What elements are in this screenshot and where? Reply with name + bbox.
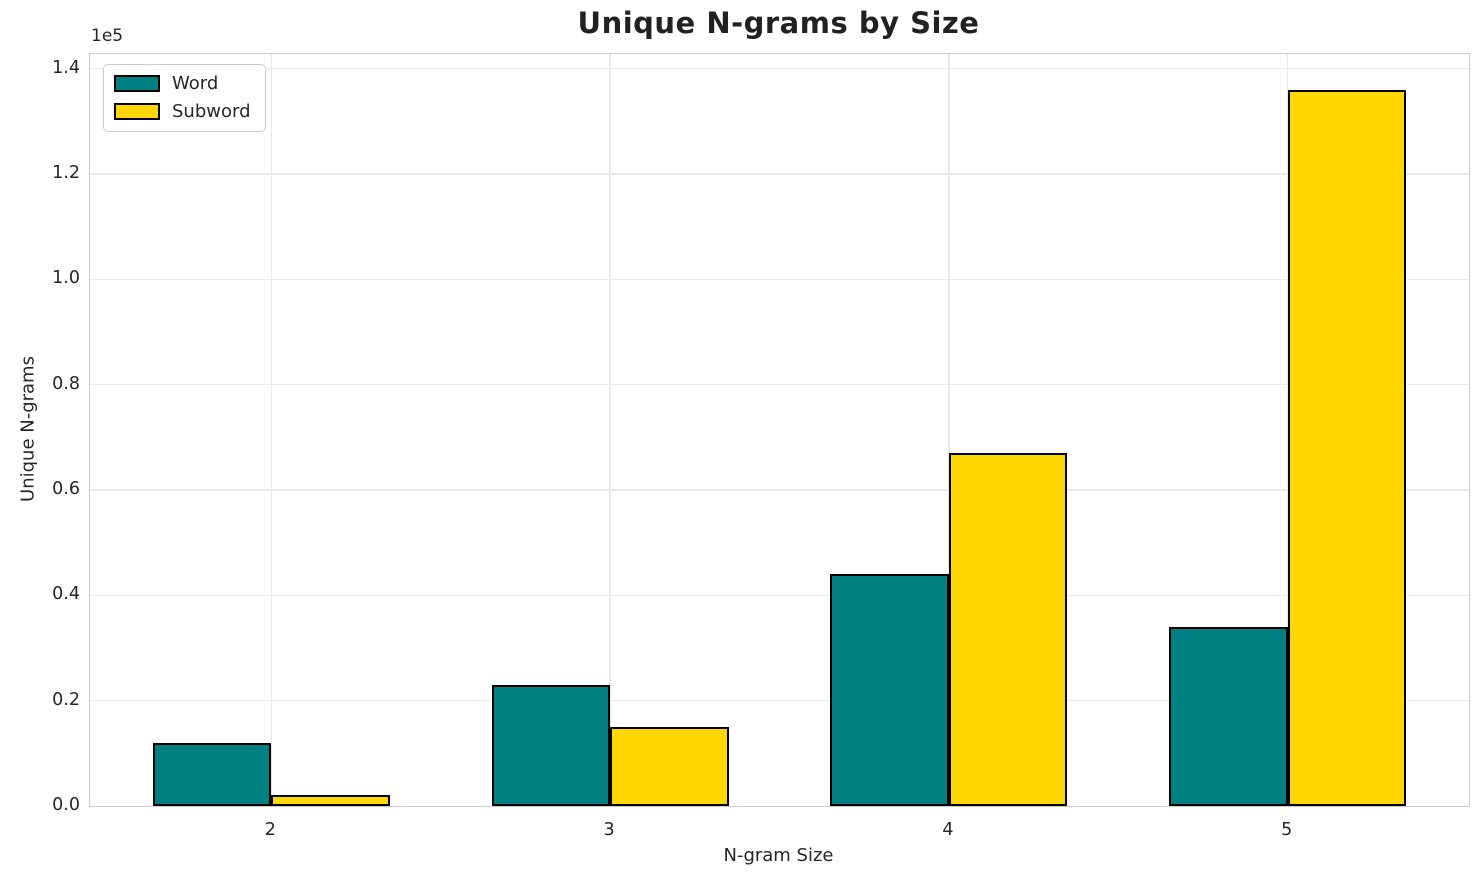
plot-area: Word Subword [89,53,1470,807]
bar-subword-ngram-4 [948,453,1068,806]
y-tick-label: 0.8 [52,373,80,394]
legend-label: Subword [172,100,251,122]
y-gridline [90,384,1469,386]
y-tick-label: 0.0 [52,795,80,815]
y-gridline [90,489,1469,491]
y-tick-label: 0.6 [52,479,80,500]
y-axis-label: Unique N-grams [17,356,39,502]
x-gridline [1287,54,1289,806]
y-tick-label: 1.0 [52,268,80,289]
x-tick-label: 5 [1281,820,1293,840]
chart-title: Unique N-grams by Size [577,6,980,40]
bar-subword-ngram-2 [271,795,390,806]
x-axis-label: N-gram Size [723,845,834,866]
legend-item-subword: Subword [114,100,251,122]
bar-word-ngram-4 [830,574,949,806]
y-gridline [90,68,1469,70]
y-gridline [90,699,1469,702]
x-tick-label: 4 [942,820,954,840]
legend-item-word: Word [114,74,251,94]
y-tick-label: 0.4 [52,584,80,605]
x-tick-label: 3 [603,820,615,840]
bar-subword-ngram-3 [610,727,729,806]
legend-swatch-word [114,75,160,93]
bar-word-ngram-3 [491,684,611,806]
x-gridline [270,54,272,806]
y-gridline [90,278,1469,281]
legend-label: Word [172,73,219,94]
y-tick-label: 1.4 [52,57,80,78]
bar-subword-ngram-5 [1287,89,1407,806]
legend: Word Subword [103,64,266,132]
bar-word-ngram-5 [1169,626,1288,806]
x-gridline [609,54,611,806]
x-tick-label: 2 [264,820,276,840]
bar-word-ngram-2 [152,742,272,806]
y-gridline [90,594,1469,597]
y-gridline [90,173,1469,175]
x-gridline [948,54,950,806]
y-axis-offset-text: 1e5 [91,26,124,46]
y-tick-label: 0.2 [52,689,80,710]
y-tick-label: 1.2 [52,163,80,184]
legend-swatch-subword [114,103,160,121]
